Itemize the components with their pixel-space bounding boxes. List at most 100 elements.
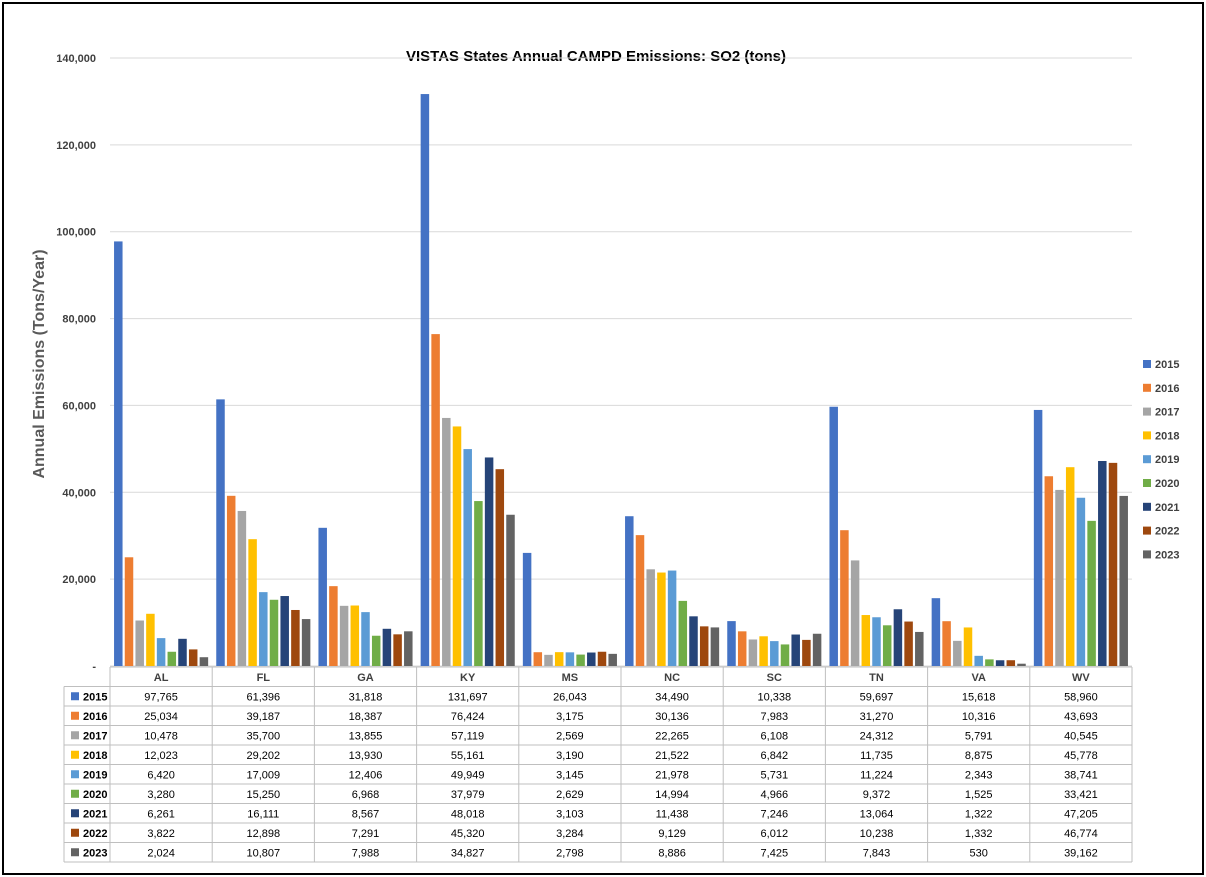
bar-fl-2022	[291, 609, 300, 666]
bar-wv-2020	[1087, 520, 1096, 666]
bar-fl-2015	[216, 399, 225, 666]
bar-tn-2020	[882, 625, 892, 666]
data-label: 55,161	[451, 750, 485, 762]
data-label: 15,618	[962, 691, 996, 703]
x-tick-label: WV	[1072, 672, 1090, 684]
data-label: 38,741	[1064, 769, 1098, 781]
legend-swatch	[1143, 479, 1151, 487]
bar-fl-2019	[259, 592, 268, 666]
bar-va-2021	[995, 660, 1005, 666]
data-label: 12,023	[144, 750, 178, 762]
data-label: 4,966	[761, 789, 789, 801]
x-tick-label: GA	[357, 672, 374, 684]
bar-ky-2023	[506, 514, 515, 666]
data-label: 47,205	[1064, 808, 1098, 820]
chart-title: VISTAS States Annual CAMPD Emissions: SO…	[406, 48, 786, 65]
data-label: 13,930	[349, 750, 383, 762]
bar-wv-2021	[1098, 460, 1107, 666]
data-label: 1,525	[965, 789, 993, 801]
bar-sc-2016	[737, 631, 747, 666]
table-row-key	[71, 809, 79, 818]
legend: 2015 2016 2017 2018 2019 2020 2021 2022 2023	[1143, 359, 1179, 561]
bar-nc-2023	[710, 627, 720, 666]
data-label: 22,265	[655, 730, 689, 742]
legend-label: 2018	[1155, 430, 1179, 442]
bar-wv-2017	[1055, 489, 1064, 666]
bar-ms-2017	[544, 654, 553, 666]
bar-al-2019	[156, 638, 166, 666]
data-label: 6,012	[761, 828, 789, 840]
data-label: 35,700	[246, 730, 280, 742]
data-label: 13,064	[860, 808, 894, 820]
data-label: 6,261	[147, 808, 175, 820]
bar-wv-2015	[1033, 409, 1043, 666]
data-label: 3,284	[556, 828, 584, 840]
data-label: 18,387	[349, 711, 383, 723]
data-label: 16,111	[247, 808, 279, 820]
bar-ky-2015	[420, 94, 430, 667]
data-label: 12,406	[349, 769, 383, 781]
y-tick-label: 20,000	[62, 574, 96, 586]
bar-va-2019	[974, 655, 983, 666]
bar-nc-2018	[657, 572, 666, 666]
data-label: 48,018	[451, 808, 485, 820]
data-label: 45,778	[1064, 750, 1098, 762]
data-label: 8,875	[965, 750, 993, 762]
data-label: 15,250	[246, 789, 280, 801]
data-label: 37,979	[451, 789, 485, 801]
bar-al-2020	[167, 651, 177, 666]
bar-al-2021	[178, 638, 187, 666]
table-row-label: 2019	[83, 769, 107, 781]
data-label: 21,522	[655, 750, 689, 762]
data-label: 7,988	[352, 847, 380, 859]
data-label: 10,338	[757, 691, 791, 703]
bar-ga-2022	[393, 634, 402, 666]
bar-ms-2016	[533, 652, 543, 666]
bar-ky-2017	[442, 417, 451, 666]
data-label: 45,320	[451, 828, 485, 840]
bar-tn-2018	[861, 615, 871, 666]
data-label: 31,270	[860, 711, 894, 723]
bar-tn-2021	[893, 609, 903, 666]
bar-va-2018	[963, 627, 973, 666]
legend-swatch	[1143, 502, 1151, 511]
table-row-key	[71, 711, 79, 720]
bar-ga-2016	[329, 586, 338, 666]
bar-sc-2019	[770, 641, 779, 666]
legend-swatch	[1143, 526, 1151, 535]
bar-fl-2021	[280, 596, 289, 666]
legend-swatch	[1143, 383, 1151, 392]
data-label: 2,569	[556, 730, 584, 742]
bar-ga-2020	[371, 635, 381, 666]
data-label: 530	[970, 847, 988, 859]
gridlines	[110, 57, 1132, 667]
data-label: 31,818	[349, 691, 383, 703]
bar-ms-2020	[576, 654, 585, 666]
bar-sc-2022	[802, 639, 811, 666]
table-row-label: 2022	[83, 828, 107, 840]
data-label: 6,420	[147, 769, 175, 781]
x-tick-label: FL	[257, 672, 271, 684]
data-label: 39,187	[246, 711, 280, 723]
data-label: 1,322	[965, 808, 993, 820]
x-tick-label: SC	[767, 672, 782, 684]
bar-ky-2022	[495, 469, 505, 666]
bar-al-2015	[114, 241, 123, 666]
data-label: 12,898	[246, 828, 280, 840]
bar-va-2023	[1017, 663, 1026, 666]
bar-ga-2015	[318, 527, 327, 666]
legend-label: 2017	[1155, 407, 1179, 419]
y-tick-label: 40,000	[62, 487, 96, 499]
legend-label: 2016	[1155, 383, 1179, 395]
y-tick-label: 80,000	[62, 314, 96, 326]
y-tick-label: -	[92, 661, 96, 673]
bar-ga-2017	[339, 605, 349, 666]
bar-fl-2023	[301, 619, 311, 666]
data-label: 6,968	[352, 789, 380, 801]
legend-label: 2023	[1155, 549, 1179, 561]
y-axis-label: Annual Emissions (Tons/Year)	[31, 249, 48, 478]
data-label: 11,735	[860, 750, 893, 762]
table-row-label: 2018	[83, 750, 107, 762]
table-row-key	[71, 692, 79, 701]
x-tick-label: NC	[664, 672, 680, 684]
